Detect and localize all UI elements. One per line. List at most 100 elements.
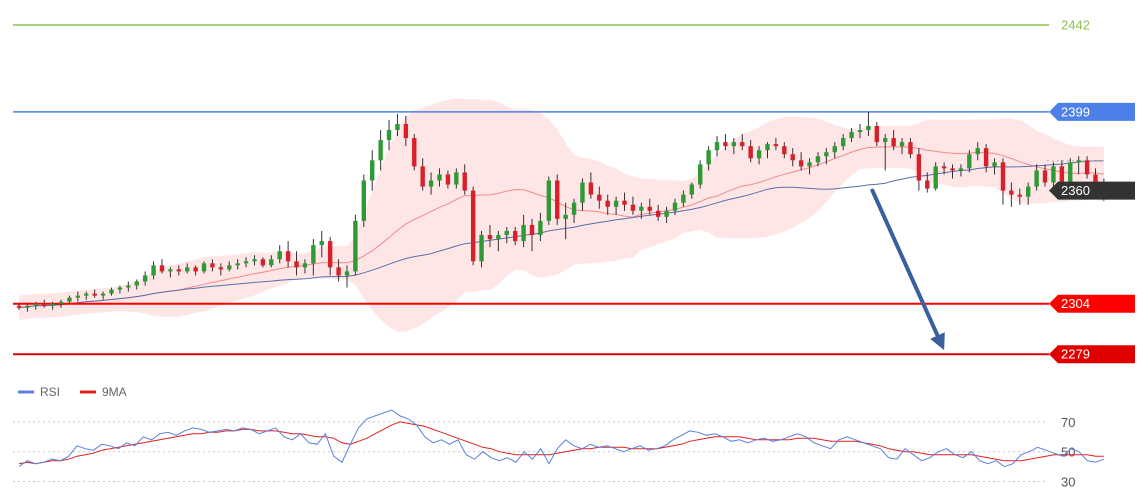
- candle-body: [605, 200, 610, 207]
- candle: [807, 158, 812, 175]
- candle: [100, 291, 106, 300]
- candle: [597, 186, 602, 209]
- candle: [740, 134, 745, 151]
- candle: [479, 231, 484, 268]
- candle-body: [487, 235, 493, 240]
- moving-averages: [18, 146, 1104, 309]
- rsi-tick-label: 30: [1061, 475, 1075, 490]
- candle: [967, 150, 972, 173]
- candle: [243, 257, 249, 268]
- candle-body: [445, 174, 451, 185]
- level-2360-label: 2360: [1061, 183, 1090, 198]
- candle: [883, 134, 888, 171]
- candle: [756, 146, 762, 165]
- candle-body: [75, 295, 81, 298]
- candle-body: [824, 152, 829, 157]
- candle: [42, 299, 47, 308]
- candle-body: [740, 142, 745, 147]
- candle-body: [891, 138, 896, 147]
- candle: [790, 148, 795, 167]
- candle-body: [597, 194, 602, 201]
- candle-body: [1093, 174, 1098, 183]
- candle: [1034, 164, 1039, 191]
- candle: [16, 303, 22, 310]
- candle: [941, 162, 947, 175]
- candle-body: [714, 142, 720, 151]
- candle-body: [412, 138, 417, 167]
- candle: [630, 196, 636, 215]
- candle: [731, 138, 737, 155]
- candle: [159, 259, 165, 274]
- candle: [386, 119, 392, 151]
- price-levels: [13, 24, 1110, 356]
- candle: [714, 136, 720, 157]
- candle-body: [336, 267, 341, 276]
- candle-body: [319, 241, 324, 246]
- candle: [437, 168, 442, 187]
- candle-body: [529, 224, 535, 236]
- candlesticks: [16, 111, 1107, 312]
- candle-body: [815, 156, 821, 163]
- candle: [151, 261, 156, 280]
- candle-body: [958, 168, 964, 171]
- candle-body: [277, 251, 282, 260]
- candle-body: [773, 144, 779, 147]
- candle: [950, 164, 955, 179]
- candle: [639, 202, 644, 219]
- level-2304-tag: 2304: [1049, 294, 1135, 313]
- candle: [992, 158, 997, 175]
- candle: [613, 196, 619, 215]
- candle: [975, 142, 980, 161]
- candle: [126, 281, 131, 292]
- candle-body: [849, 132, 854, 139]
- candle: [538, 212, 543, 242]
- ma-slow-line: [18, 160, 1104, 309]
- forecast-arrow-shaft: [870, 188, 940, 338]
- candle-body: [655, 210, 661, 217]
- candle-body: [269, 259, 274, 266]
- candle-body: [361, 180, 367, 221]
- candle: [344, 265, 350, 288]
- candle-body: [563, 214, 568, 219]
- candle-body: [857, 130, 863, 133]
- candle: [185, 263, 190, 274]
- candle: [201, 261, 207, 274]
- candle: [664, 206, 669, 223]
- candle-body: [941, 166, 947, 169]
- legend-item-rsi: RSI: [18, 385, 60, 399]
- candle: [235, 259, 240, 270]
- candle-body: [782, 146, 787, 155]
- candle-body: [479, 235, 484, 262]
- candle-body: [327, 241, 333, 268]
- bollinger-band: [19, 98, 1104, 332]
- level-2399-label: 2399: [1061, 104, 1090, 119]
- candle: [815, 152, 821, 167]
- candle-body: [311, 245, 316, 264]
- legend-label: RSI: [40, 385, 60, 399]
- candle-body: [176, 269, 181, 272]
- candle: [605, 194, 610, 215]
- candle: [933, 162, 938, 191]
- candle-body: [798, 160, 804, 167]
- candle: [361, 174, 367, 227]
- candle-body: [67, 297, 72, 302]
- candle-body: [1026, 186, 1031, 197]
- candle-body: [218, 267, 224, 270]
- candle: [521, 214, 526, 248]
- candle-body: [630, 204, 636, 211]
- candle-body: [992, 162, 997, 167]
- candle-body: [883, 138, 888, 143]
- candle-body: [243, 261, 249, 264]
- candle-body: [1042, 170, 1048, 183]
- candle: [487, 224, 493, 248]
- candle: [319, 231, 324, 258]
- candle: [1026, 182, 1031, 205]
- candle-body: [1076, 160, 1081, 163]
- candle: [193, 265, 198, 276]
- candle: [983, 144, 989, 173]
- candle: [370, 150, 375, 191]
- candle-body: [227, 265, 232, 270]
- candle: [1076, 156, 1081, 175]
- candle: [689, 182, 694, 199]
- candle: [311, 239, 316, 276]
